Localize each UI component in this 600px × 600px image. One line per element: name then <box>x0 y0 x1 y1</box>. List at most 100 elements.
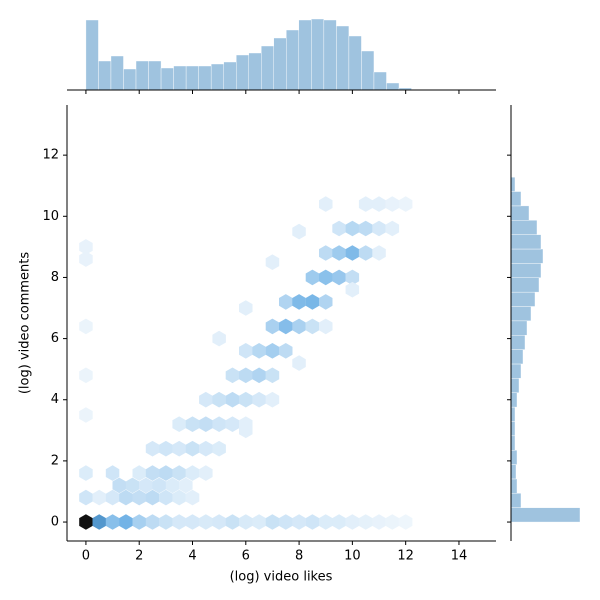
hexbin-cell <box>79 489 93 506</box>
hexbin-cell <box>225 416 240 432</box>
histogram-bar <box>510 406 516 422</box>
histogram-bar <box>160 67 174 91</box>
hexbin-cell <box>225 391 240 408</box>
hexbin-cell <box>345 514 360 530</box>
hexbin-cell <box>292 514 306 530</box>
x-tick-label: 12 <box>397 549 414 564</box>
hexbin-cell <box>292 318 306 335</box>
histogram-bar <box>510 507 581 523</box>
histogram-bar <box>510 392 518 408</box>
x-axis-label: (log) video likes <box>230 570 333 585</box>
hexbin-cell <box>239 367 253 384</box>
hexbin-cell <box>332 514 346 530</box>
hexbin-cell <box>105 465 120 481</box>
hexbin-cell <box>345 281 360 298</box>
hexbin-cell <box>225 367 240 384</box>
hexbin-cell <box>79 465 93 481</box>
histogram-bar <box>510 306 532 322</box>
hexbin-cell <box>172 465 186 481</box>
hexbin-cell <box>159 465 173 481</box>
x-tick-label: 8 <box>295 549 303 564</box>
histogram-bar <box>510 263 542 278</box>
y-tick-label: 2 <box>51 453 59 468</box>
hexbin-cell <box>199 391 213 408</box>
hexbin-cell <box>305 318 320 335</box>
histogram-bar <box>510 349 524 365</box>
x-tick-label: 0 <box>82 549 90 564</box>
histogram-bar <box>185 65 199 91</box>
hexbin-cell <box>385 196 400 212</box>
hexbin-cell <box>319 294 333 310</box>
hexbin-cell <box>252 391 266 408</box>
hexbin-cell <box>319 318 333 335</box>
hexbin-cell <box>319 514 333 530</box>
hexbin-cell <box>358 514 373 530</box>
hexbin-cell <box>332 245 346 261</box>
hexbin-cell <box>358 196 373 212</box>
histogram-bar <box>510 291 536 307</box>
hexbin-cell <box>185 440 200 457</box>
x-tick-label: 10 <box>344 549 361 564</box>
hexbin-cell <box>92 514 106 530</box>
hexbin-cell <box>212 391 226 408</box>
histogram-bar <box>261 45 274 91</box>
hexbin-cell <box>345 220 360 237</box>
histogram-bar <box>510 378 520 393</box>
hexbin-cell <box>305 514 320 530</box>
hexbin-cell <box>239 422 253 439</box>
hexbin-cell <box>398 196 413 212</box>
hexbin-cell <box>319 245 333 261</box>
histogram-bar <box>273 37 287 91</box>
hexbin-cell <box>372 196 386 212</box>
hexbin-cell <box>119 489 133 506</box>
hexbin-cell <box>212 440 226 457</box>
hexbin-cell <box>212 416 226 432</box>
hexbin-cell <box>79 251 93 267</box>
hexbin-cell <box>185 465 200 481</box>
histogram-bar <box>223 61 237 91</box>
hexbin-cell <box>252 367 266 384</box>
hexbin-cell <box>239 300 253 316</box>
x-tick-label: 6 <box>242 549 250 564</box>
hexbin-cell <box>185 489 200 506</box>
histogram-bar <box>323 19 337 91</box>
histogram-bar <box>210 63 224 91</box>
x-tick-label: 4 <box>188 549 196 564</box>
hexbin-cell <box>112 477 126 494</box>
histogram-bar <box>236 54 249 91</box>
hexbin-cell <box>279 294 293 310</box>
hexbin-cell <box>145 465 160 481</box>
hexbin-cell <box>165 477 180 494</box>
hexbin-cell <box>372 514 386 530</box>
histogram-bar <box>510 320 528 336</box>
hexbin-cell <box>79 239 93 255</box>
hexbin-cell <box>332 269 346 286</box>
histogram-bar <box>510 176 516 192</box>
hexbin-cell <box>105 489 120 506</box>
hexbin-cell <box>265 367 280 384</box>
hexbin-cell <box>212 514 226 530</box>
hexbin-cell <box>132 465 146 481</box>
histogram-bar <box>510 220 538 235</box>
hexbin-cell <box>172 514 186 530</box>
hexbin-cell <box>225 514 240 530</box>
y-tick-label: 8 <box>51 270 59 285</box>
hexbin-cell <box>199 465 213 481</box>
hexbin-cell <box>385 514 400 530</box>
histogram-bar <box>510 205 530 221</box>
histogram-bar <box>286 29 300 91</box>
histogram-bar <box>298 19 312 91</box>
hexbin-cell <box>79 367 93 384</box>
hexbin-cell <box>172 440 186 457</box>
histogram-bar <box>510 421 516 437</box>
hexbin-cell <box>79 407 93 423</box>
hexbin-cell <box>319 269 333 286</box>
hexbin-cell <box>132 514 146 530</box>
hexbin-cell <box>345 245 360 261</box>
y-tick-label: 4 <box>51 392 59 407</box>
histogram-bar <box>135 60 149 91</box>
histogram-bar <box>85 19 99 91</box>
hexbin-cell <box>345 269 360 286</box>
hexbin-cell <box>252 343 266 359</box>
histogram-bar <box>173 65 187 91</box>
